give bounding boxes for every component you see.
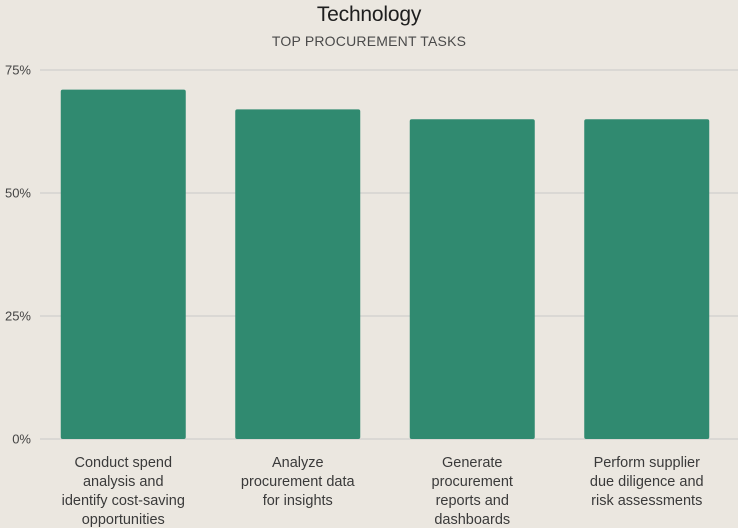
bars xyxy=(60,89,710,440)
x-tick-label: Generate procurement reports and dashboards xyxy=(432,455,513,528)
x-tick-label-line: opportunities xyxy=(82,512,165,528)
y-axis: 0% 25% 50% 75% xyxy=(5,63,31,447)
x-tick-label: Conduct spend analysis and identify cost-s… xyxy=(62,455,185,528)
x-tick-label-line: analysis and xyxy=(83,474,164,490)
y-tick-label: 25% xyxy=(5,309,31,324)
bar xyxy=(584,119,710,439)
bar xyxy=(60,89,186,440)
x-tick-label-line: for insights xyxy=(263,493,333,509)
x-axis: Conduct spend analysis and identify cost-s… xyxy=(62,455,704,528)
chart-title: Technology xyxy=(316,3,422,26)
x-tick-label-line: Conduct spend xyxy=(74,455,172,471)
x-tick-label-line: procurement xyxy=(432,474,513,490)
x-tick-label: Analyze procurement data for insights xyxy=(241,455,356,509)
y-tick-label: 50% xyxy=(5,186,31,201)
x-tick-label-line: due diligence and xyxy=(590,474,704,490)
x-tick-label-line: Generate xyxy=(442,455,502,471)
bar xyxy=(235,109,361,440)
y-tick-label: 75% xyxy=(5,63,31,78)
y-tick-label: 0% xyxy=(12,432,31,447)
x-tick-label-line: reports and xyxy=(436,493,509,509)
chart-subtitle: TOP PROCUREMENT TASKS xyxy=(271,33,467,49)
x-tick-label-line: dashboards xyxy=(434,512,510,528)
x-tick-label: Perform supplier due diligence and risk as… xyxy=(590,455,704,509)
x-tick-label-line: Analyze xyxy=(272,455,324,471)
x-tick-label-line: procurement data xyxy=(241,474,356,490)
x-tick-label-line: Perform supplier xyxy=(594,455,701,471)
x-tick-label-line: risk assessments xyxy=(591,493,702,509)
x-tick-label-line: identify cost-saving xyxy=(62,493,185,509)
bar xyxy=(409,119,535,439)
